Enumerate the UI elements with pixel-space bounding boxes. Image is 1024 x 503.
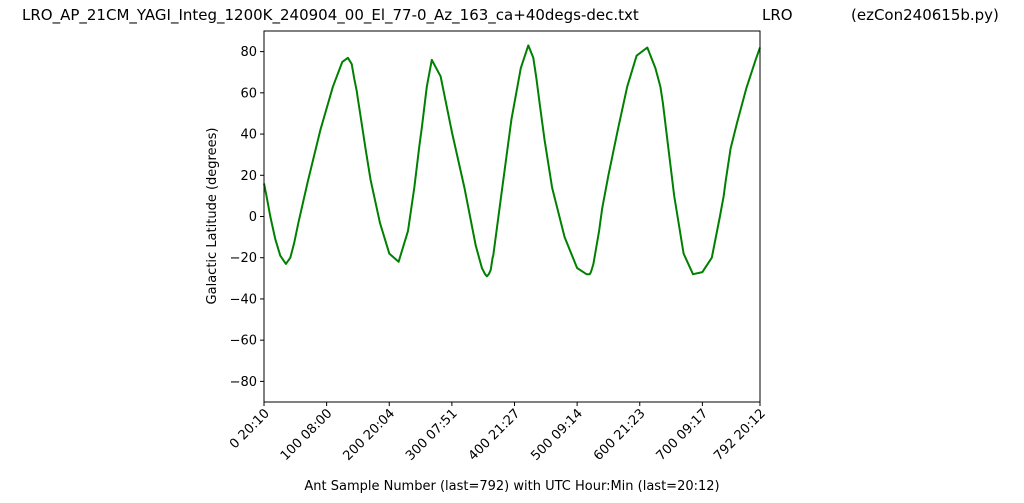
- plot-frame: [263, 30, 761, 403]
- x-tick-label: 200 20:04: [341, 406, 399, 464]
- y-tick-label: 60: [240, 86, 257, 101]
- series-line-0: [263, 44, 761, 278]
- x-tick-label: 792 20:12: [711, 406, 769, 464]
- data-filename: LRO_AP_21CM_YAGI_Integ_1200K_240904_00_E…: [22, 6, 639, 24]
- y-tick-label: −80: [230, 375, 257, 390]
- x-tick-label: 500 09:14: [528, 406, 586, 464]
- x-tick-label: 300 07:51: [403, 406, 461, 464]
- figure-header: LRO_AP_21CM_YAGI_Integ_1200K_240904_00_E…: [0, 6, 1024, 30]
- y-tick-label: 80: [240, 45, 257, 60]
- x-tick-label: 700 09:17: [654, 406, 712, 464]
- y-axis-label: Galactic Latitude (degrees): [205, 128, 220, 305]
- y-tick-label: 40: [240, 128, 257, 143]
- program-name: (ezCon240615b.py): [851, 6, 999, 24]
- x-axis-label: Ant Sample Number (last=792) with UTC Ho…: [304, 479, 719, 494]
- x-tick-label: 0 20:10: [227, 406, 273, 452]
- y-tick-label: −60: [230, 334, 257, 349]
- x-tick-label: 400 21:27: [466, 406, 524, 464]
- y-tick-label: 20: [240, 169, 257, 184]
- site-name: LRO: [762, 6, 793, 24]
- y-tick-label: 0: [249, 210, 257, 225]
- x-tick-label: 100 08:00: [278, 406, 336, 464]
- y-tick-label: −40: [230, 292, 257, 307]
- x-tick-label: 600 21:23: [591, 406, 649, 464]
- y-tick-label: −20: [230, 251, 257, 266]
